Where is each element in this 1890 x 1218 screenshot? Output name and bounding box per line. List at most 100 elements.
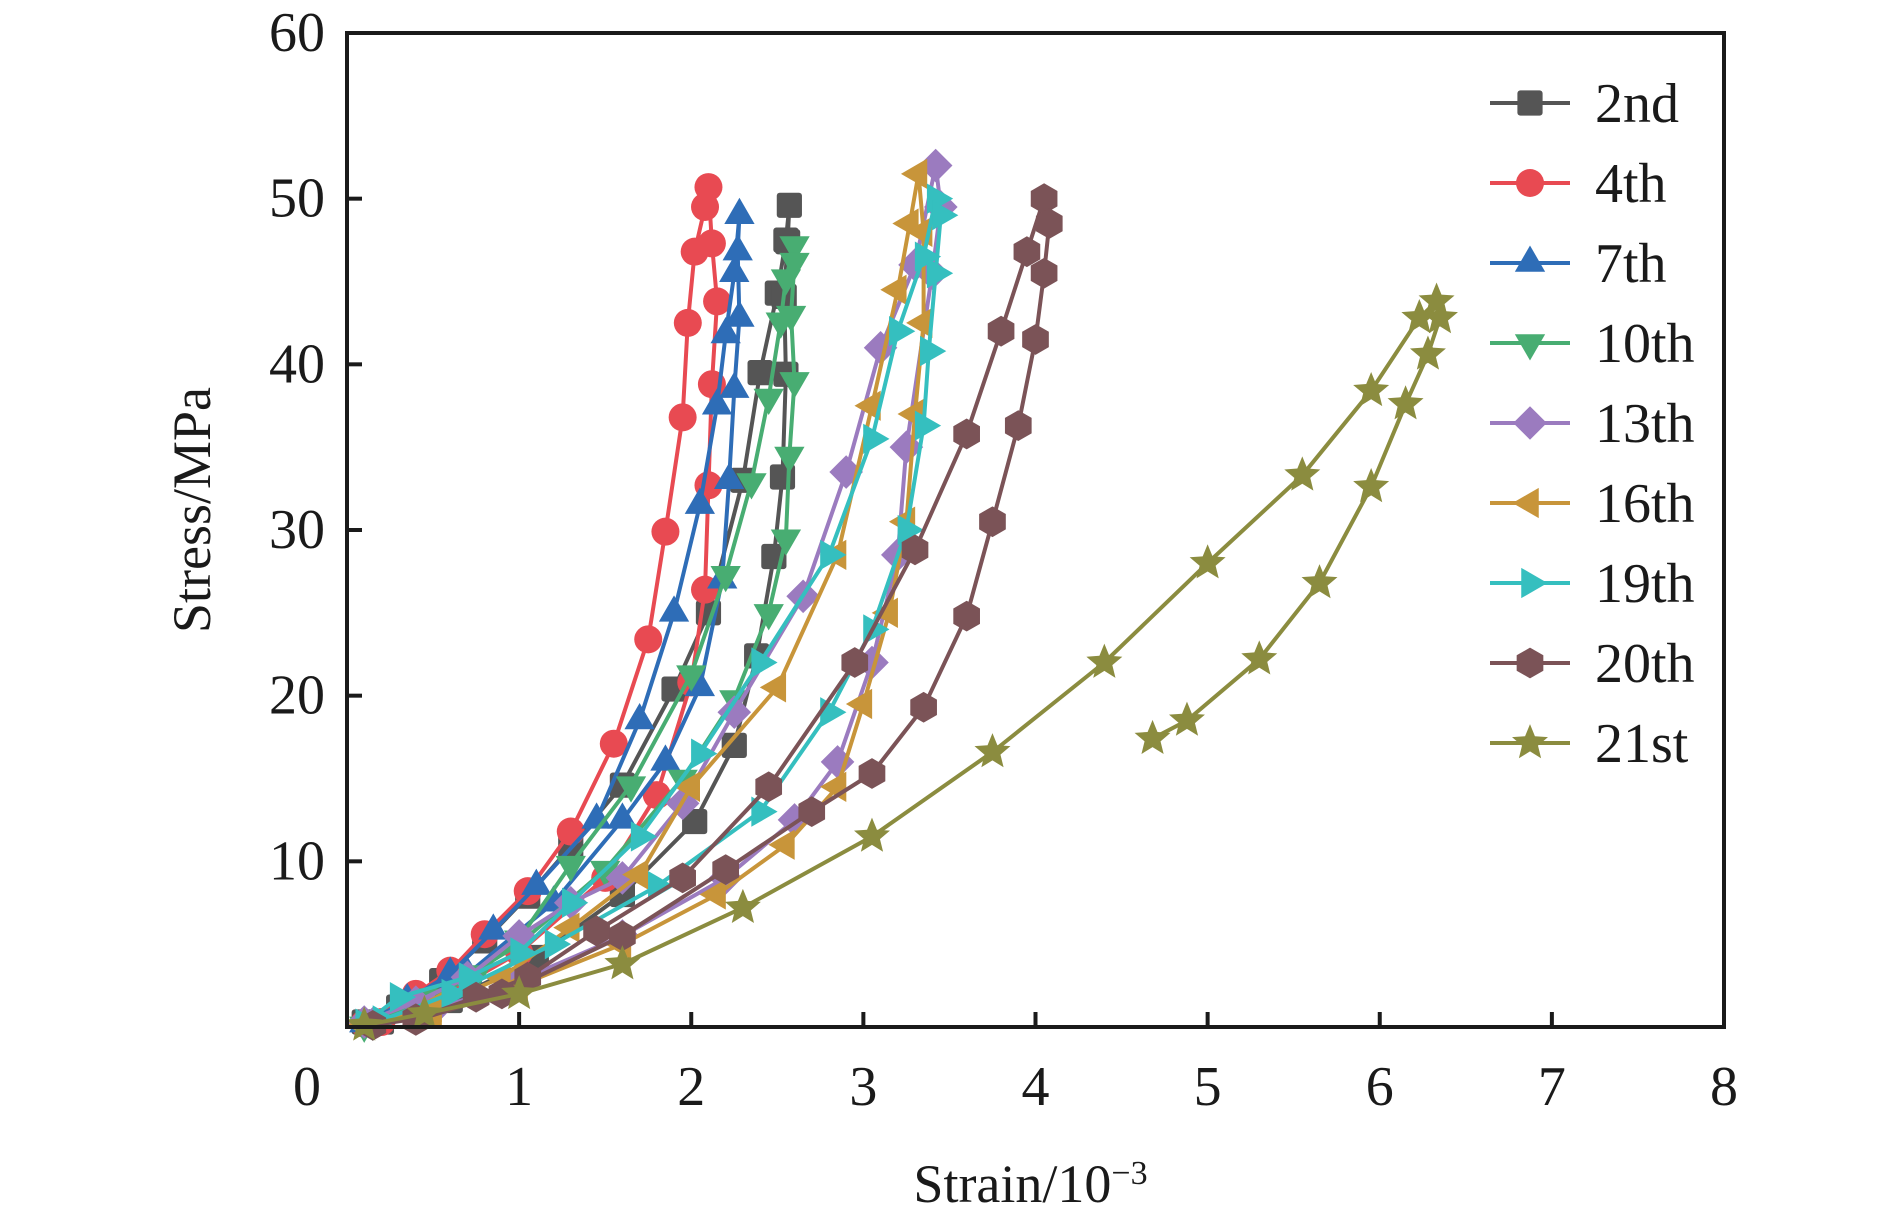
data-point-10th bbox=[710, 565, 741, 593]
data-point-10th bbox=[615, 776, 647, 803]
data-point-21st bbox=[1284, 456, 1321, 491]
legend-item-4th: 4th bbox=[1490, 153, 1667, 215]
legend-item-19th: 19th bbox=[1490, 553, 1695, 615]
x-tick-label: 6 bbox=[1366, 1056, 1394, 1118]
data-point-13th bbox=[717, 695, 752, 730]
data-point-20th bbox=[1035, 208, 1063, 239]
data-point-21st bbox=[1241, 640, 1278, 675]
data-point-4th bbox=[634, 625, 663, 654]
data-point-19th bbox=[544, 929, 572, 960]
data-point-10th bbox=[753, 388, 784, 415]
data-point-4th bbox=[703, 287, 732, 316]
data-point-4th bbox=[694, 173, 723, 202]
series-19th bbox=[355, 183, 959, 1039]
legend-marker-7th bbox=[1514, 245, 1546, 272]
legend-label: 2nd bbox=[1595, 73, 1679, 135]
legend-marker-21st bbox=[1512, 724, 1548, 759]
data-point-7th bbox=[684, 487, 716, 514]
data-point-19th bbox=[914, 410, 942, 441]
data-point-10th bbox=[753, 604, 784, 631]
x-tick-label: 7 bbox=[1538, 1056, 1566, 1118]
data-point-21st bbox=[724, 888, 761, 924]
y-axis-title: Stress/MPa bbox=[162, 387, 222, 633]
data-point-4th bbox=[556, 817, 585, 846]
data-point-20th bbox=[987, 315, 1015, 347]
y-axis: 10 20 30 40 50 60 bbox=[269, 2, 362, 892]
y-tick-label: 50 bbox=[269, 168, 325, 230]
x-tick-label: 1 bbox=[505, 1056, 533, 1118]
legend-marker-19th bbox=[1521, 567, 1548, 599]
series-13th bbox=[347, 148, 958, 1041]
data-point-13th bbox=[829, 455, 863, 489]
data-point-20th bbox=[798, 796, 826, 828]
series-16th bbox=[346, 158, 933, 1041]
data-point-20th bbox=[953, 418, 980, 450]
data-point-7th bbox=[710, 317, 741, 344]
data-point-13th bbox=[889, 430, 924, 464]
data-point-10th bbox=[774, 446, 805, 473]
data-point-20th bbox=[910, 691, 937, 723]
x-tick-label: 0 bbox=[293, 1056, 321, 1118]
data-point-4th bbox=[673, 308, 702, 337]
x-tick-label: 3 bbox=[849, 1056, 877, 1118]
data-point-19th bbox=[914, 241, 942, 272]
y-tick-label: 60 bbox=[269, 2, 325, 64]
data-point-20th bbox=[488, 978, 516, 1010]
data-point-16th bbox=[845, 688, 873, 720]
data-point-7th bbox=[724, 300, 755, 327]
data-point-20th bbox=[1030, 257, 1058, 289]
data-point-7th bbox=[624, 703, 655, 730]
data-point-7th bbox=[713, 462, 745, 490]
data-point-13th bbox=[605, 861, 640, 895]
data-point-10th bbox=[555, 855, 586, 883]
series-7th bbox=[349, 197, 755, 1033]
data-point-21st bbox=[1168, 701, 1205, 736]
legend-label: 4th bbox=[1595, 153, 1667, 215]
legend-label: 19th bbox=[1595, 553, 1695, 615]
data-point-16th bbox=[768, 829, 795, 860]
data-point-7th bbox=[650, 744, 681, 771]
data-point-20th bbox=[712, 854, 740, 886]
data-point-19th bbox=[389, 982, 417, 1013]
data-point-4th bbox=[599, 729, 628, 758]
data-point-2nd bbox=[776, 192, 802, 218]
x-tick-label: 5 bbox=[1194, 1056, 1222, 1118]
data-point-19th bbox=[751, 796, 778, 827]
data-point-19th bbox=[441, 978, 468, 1010]
legend-label: 21st bbox=[1595, 713, 1689, 775]
y-tick-label: 10 bbox=[269, 830, 325, 892]
data-point-7th bbox=[607, 802, 638, 829]
data-point-13th bbox=[863, 330, 898, 365]
data-point-10th bbox=[775, 305, 807, 333]
data-point-4th bbox=[697, 229, 726, 258]
x-tick-label: 4 bbox=[1022, 1056, 1050, 1118]
data-point-20th bbox=[755, 771, 783, 803]
data-point-4th bbox=[651, 517, 680, 546]
data-point-21st bbox=[1409, 335, 1446, 370]
legend-label: 7th bbox=[1595, 233, 1667, 295]
data-point-21st bbox=[1189, 544, 1226, 579]
data-point-19th bbox=[920, 335, 947, 367]
data-point-21st bbox=[406, 994, 443, 1030]
data-point-19th bbox=[863, 423, 890, 455]
data-point-16th bbox=[622, 859, 649, 890]
legend-item-21st: 21st bbox=[1490, 713, 1689, 775]
data-point-21st bbox=[346, 1006, 383, 1041]
data-point-20th bbox=[609, 920, 636, 952]
data-point-21st bbox=[854, 817, 890, 852]
legend-item-10th: 10th bbox=[1490, 313, 1695, 375]
data-point-16th bbox=[906, 307, 933, 339]
series-21st bbox=[346, 282, 1458, 1041]
data-point-7th bbox=[722, 234, 753, 261]
series-line-4th bbox=[363, 185, 720, 1026]
data-point-10th bbox=[770, 529, 802, 556]
legend-item-7th: 7th bbox=[1490, 233, 1667, 295]
x-tick-label: 8 bbox=[1710, 1056, 1738, 1118]
data-point-16th bbox=[699, 879, 726, 910]
data-point-19th bbox=[751, 647, 778, 678]
legend-label: 16th bbox=[1595, 473, 1695, 535]
y-tick-label: 40 bbox=[269, 333, 325, 395]
data-point-20th bbox=[1013, 236, 1041, 268]
data-point-10th bbox=[779, 372, 810, 399]
